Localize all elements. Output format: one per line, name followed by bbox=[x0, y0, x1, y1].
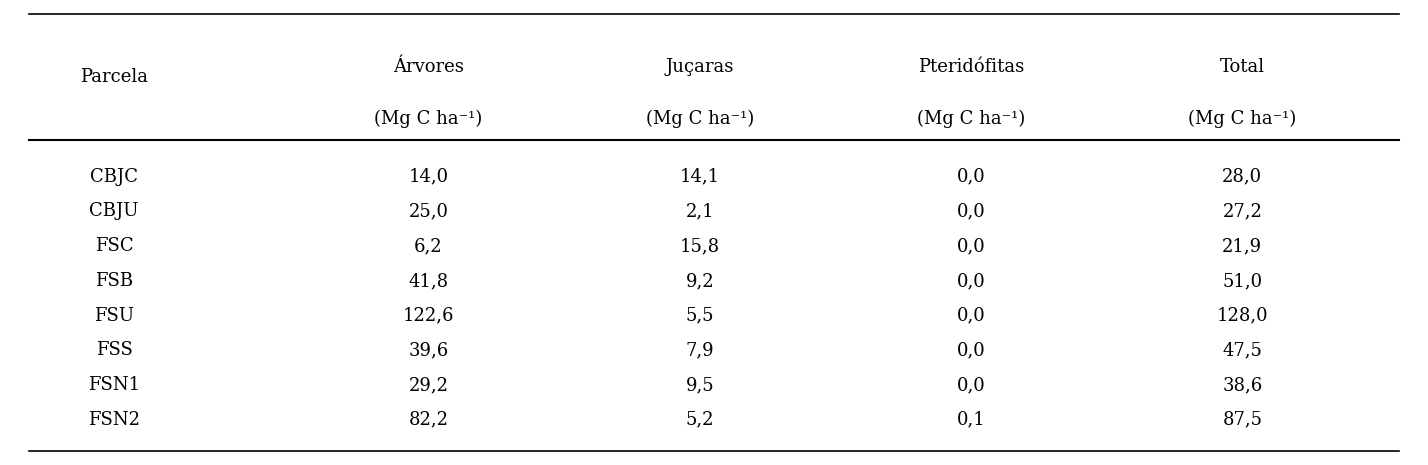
Text: 14,0: 14,0 bbox=[408, 168, 448, 186]
Text: 38,6: 38,6 bbox=[1222, 376, 1262, 394]
Text: FSB: FSB bbox=[96, 272, 133, 290]
Text: 0,0: 0,0 bbox=[957, 237, 985, 255]
Text: CBJU: CBJU bbox=[90, 202, 139, 220]
Text: 2,1: 2,1 bbox=[685, 202, 714, 220]
Text: 47,5: 47,5 bbox=[1222, 341, 1262, 359]
Text: (Mg C ha⁻¹): (Mg C ha⁻¹) bbox=[1188, 109, 1297, 128]
Text: 0,0: 0,0 bbox=[957, 202, 985, 220]
Text: 9,2: 9,2 bbox=[685, 272, 714, 290]
Text: FSU: FSU bbox=[94, 306, 134, 325]
Text: 25,0: 25,0 bbox=[408, 202, 448, 220]
Text: 0,0: 0,0 bbox=[957, 376, 985, 394]
Text: 15,8: 15,8 bbox=[680, 237, 720, 255]
Text: 122,6: 122,6 bbox=[403, 306, 454, 325]
Text: FSS: FSS bbox=[96, 341, 133, 359]
Text: 5,5: 5,5 bbox=[685, 306, 714, 325]
Text: 128,0: 128,0 bbox=[1217, 306, 1268, 325]
Text: 0,1: 0,1 bbox=[957, 411, 985, 429]
Text: Árvores: Árvores bbox=[393, 59, 464, 76]
Text: (Mg C ha⁻¹): (Mg C ha⁻¹) bbox=[374, 109, 483, 128]
Text: Juçaras: Juçaras bbox=[665, 59, 734, 76]
Text: 41,8: 41,8 bbox=[408, 272, 448, 290]
Text: 21,9: 21,9 bbox=[1222, 237, 1262, 255]
Text: 82,2: 82,2 bbox=[408, 411, 448, 429]
Text: CBJC: CBJC bbox=[90, 168, 139, 186]
Text: FSC: FSC bbox=[94, 237, 134, 255]
Text: 0,0: 0,0 bbox=[957, 341, 985, 359]
Text: 14,1: 14,1 bbox=[680, 168, 720, 186]
Text: Total: Total bbox=[1220, 59, 1265, 76]
Text: 0,0: 0,0 bbox=[957, 272, 985, 290]
Text: 6,2: 6,2 bbox=[414, 237, 443, 255]
Text: Parcela: Parcela bbox=[80, 68, 149, 86]
Text: 87,5: 87,5 bbox=[1222, 411, 1262, 429]
Text: (Mg C ha⁻¹): (Mg C ha⁻¹) bbox=[645, 109, 754, 128]
Text: 7,9: 7,9 bbox=[685, 341, 714, 359]
Text: 0,0: 0,0 bbox=[957, 306, 985, 325]
Text: 5,2: 5,2 bbox=[685, 411, 714, 429]
Text: 9,5: 9,5 bbox=[685, 376, 714, 394]
Text: 0,0: 0,0 bbox=[957, 168, 985, 186]
Text: 27,2: 27,2 bbox=[1222, 202, 1262, 220]
Text: (Mg C ha⁻¹): (Mg C ha⁻¹) bbox=[917, 109, 1025, 128]
Text: 51,0: 51,0 bbox=[1222, 272, 1262, 290]
Text: FSN2: FSN2 bbox=[89, 411, 140, 429]
Text: 39,6: 39,6 bbox=[408, 341, 448, 359]
Text: FSN1: FSN1 bbox=[89, 376, 140, 394]
Text: 28,0: 28,0 bbox=[1222, 168, 1262, 186]
Text: Pteridófitas: Pteridófitas bbox=[918, 59, 1024, 76]
Text: 29,2: 29,2 bbox=[408, 376, 448, 394]
